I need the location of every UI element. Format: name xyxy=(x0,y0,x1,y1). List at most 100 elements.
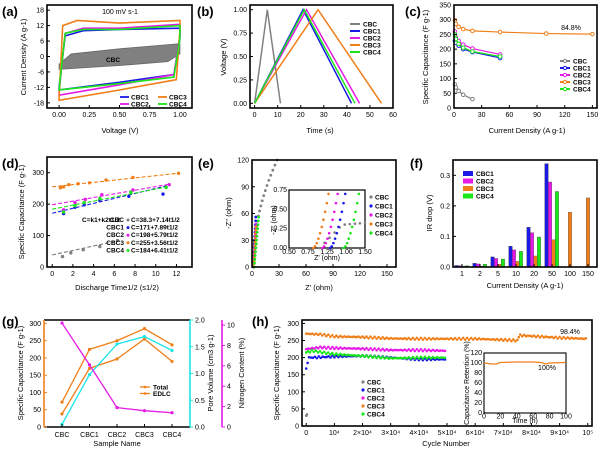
y-tick-label: 0 xyxy=(295,424,299,431)
data-point xyxy=(365,354,368,357)
data-point xyxy=(403,336,407,340)
data-point xyxy=(325,355,328,359)
data-point xyxy=(540,334,544,338)
data-point xyxy=(371,337,374,340)
data-point xyxy=(389,336,392,340)
bar-CBC4 xyxy=(519,251,523,268)
data-point xyxy=(347,335,350,338)
inset-retention-line xyxy=(483,361,567,365)
data-point xyxy=(365,346,368,350)
data-point xyxy=(369,335,372,338)
data-point xyxy=(518,333,522,336)
data-point xyxy=(461,336,465,340)
data-point xyxy=(435,348,439,352)
inset-data-point xyxy=(343,192,347,196)
y-tick-label: 12 xyxy=(36,23,44,30)
x-tick-label: 150 xyxy=(582,271,594,278)
data-point xyxy=(526,334,530,337)
data-point xyxy=(131,188,135,192)
legend-marker xyxy=(369,195,373,199)
inset-data-point xyxy=(334,201,338,205)
inset-data-point xyxy=(330,245,334,248)
inset-data-point xyxy=(354,210,357,214)
plot-frame xyxy=(452,159,598,268)
data-point xyxy=(329,347,332,350)
inset-data-point xyxy=(322,245,326,248)
inset-x-tick: 1.50 xyxy=(358,249,372,256)
legend-label: CBC1 xyxy=(367,388,385,395)
data-point xyxy=(379,349,382,352)
fit-line-CBC4 xyxy=(52,186,169,210)
y-tick-label: 1.00 xyxy=(233,7,247,14)
legend-marker xyxy=(126,218,130,222)
legend-marker xyxy=(369,231,373,235)
y3-tick-label: 6 xyxy=(227,363,231,370)
y-axis-label: Pore Volume (cm3 g-1) xyxy=(206,334,215,412)
legend-swatch xyxy=(463,186,473,191)
data-point xyxy=(429,338,433,341)
data-point xyxy=(510,339,513,343)
x-tick-label: 6 xyxy=(112,271,116,278)
x-tick-label: CBC xyxy=(55,432,70,439)
x-axis-label: Cycle Number xyxy=(422,439,470,448)
data-point xyxy=(61,185,66,189)
y3-tick-label: 4 xyxy=(227,384,231,391)
y-tick-label: 250 xyxy=(439,32,451,39)
data-point xyxy=(460,26,466,32)
data-point xyxy=(339,354,342,358)
legend-marker xyxy=(369,204,373,208)
inset-y-tick: 120 xyxy=(470,350,482,357)
bar-CBC3 xyxy=(586,197,590,268)
y-tick-label: 120 xyxy=(237,158,249,165)
y-tick-label: -6 xyxy=(38,69,44,76)
retention-annotation: 84.8% xyxy=(561,25,581,32)
x-tick-label: 50 xyxy=(366,112,374,119)
data-point xyxy=(465,336,469,340)
data-point xyxy=(345,347,348,350)
inset-data-point xyxy=(338,218,342,222)
data-point xyxy=(387,349,390,352)
data-point xyxy=(87,372,92,377)
legend-label: CBC4 xyxy=(573,86,591,93)
data-point xyxy=(517,335,521,339)
data-point xyxy=(310,332,314,335)
data-point xyxy=(385,356,388,359)
data-point xyxy=(379,356,382,360)
bar-CBC2 xyxy=(512,249,516,268)
data-point xyxy=(516,338,519,342)
y-tick-label: 200 xyxy=(32,202,44,209)
data-point xyxy=(339,352,342,356)
data-point xyxy=(493,338,497,342)
y-tick-label: 200 xyxy=(439,47,451,54)
data-point xyxy=(393,356,397,360)
x-tick-label: 20 xyxy=(530,271,538,278)
legend-label: CBC3 xyxy=(106,240,124,247)
data-point xyxy=(405,349,409,352)
inset-x-label: Z' (ohm) xyxy=(314,255,340,262)
bar-CBC1 xyxy=(490,256,495,268)
data-point xyxy=(373,347,376,350)
data-point xyxy=(323,345,326,349)
data-point xyxy=(82,200,86,205)
data-point xyxy=(129,190,133,194)
data-point xyxy=(98,196,102,201)
data-point xyxy=(425,338,429,341)
data-point xyxy=(369,354,372,358)
data-point xyxy=(429,349,433,353)
legend-marker xyxy=(361,388,365,392)
legend-marker xyxy=(143,385,147,389)
data-point xyxy=(337,335,340,339)
data-point xyxy=(393,348,397,352)
data-point xyxy=(550,335,554,339)
data-point xyxy=(306,332,310,335)
y-axis-label: Voltage (V) xyxy=(219,38,228,76)
data-point xyxy=(329,356,332,359)
panel-label: (g) xyxy=(2,314,19,329)
data-point xyxy=(267,178,271,182)
data-point xyxy=(574,336,578,340)
data-point xyxy=(355,335,358,339)
inset-data-point xyxy=(340,210,344,214)
data-point xyxy=(333,356,336,359)
data-point xyxy=(502,339,505,342)
data-point xyxy=(253,254,257,257)
